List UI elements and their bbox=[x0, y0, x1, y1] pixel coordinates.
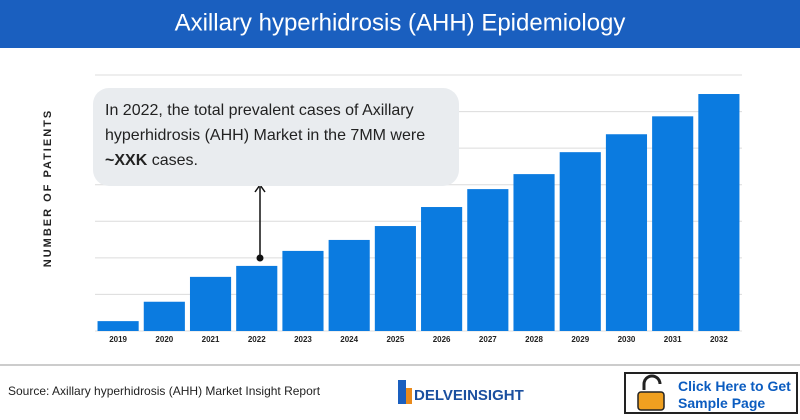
bar bbox=[189, 276, 232, 331]
x-tick-label: 2027 bbox=[479, 335, 497, 344]
x-tick-label: 2023 bbox=[294, 335, 312, 344]
x-tick-label: 2025 bbox=[386, 335, 404, 344]
logo-icon bbox=[406, 388, 412, 404]
x-tick-label: 2029 bbox=[571, 335, 589, 344]
x-tick-label: 2030 bbox=[618, 335, 636, 344]
lock-icon bbox=[637, 374, 665, 411]
logo: DELVEINSIGHT bbox=[414, 387, 524, 404]
bar bbox=[559, 152, 601, 331]
y-axis-label: NUMBER OF PATIENTS bbox=[42, 109, 54, 267]
title-bar bbox=[0, 0, 800, 48]
x-tick-label: 2028 bbox=[525, 335, 543, 344]
source: Source: Axillary hyperhidrosis (AHH) Mar… bbox=[8, 384, 321, 398]
bar bbox=[282, 250, 324, 331]
chart-title: Axillary hyperhidrosis (AHH) Epidemiolog… bbox=[175, 9, 626, 36]
bar bbox=[467, 189, 509, 331]
bar bbox=[328, 239, 370, 331]
bar bbox=[374, 226, 416, 331]
logo-icon bbox=[398, 380, 406, 404]
bar bbox=[698, 94, 740, 331]
x-tick-label: 2024 bbox=[340, 335, 358, 344]
x-tick-label: 2026 bbox=[433, 335, 451, 344]
annotation-text: cases. bbox=[151, 152, 198, 169]
x-tick-label: 2031 bbox=[664, 335, 682, 344]
bar bbox=[513, 174, 555, 331]
bar bbox=[97, 321, 139, 331]
x-tick-label: 2019 bbox=[109, 335, 127, 344]
bar bbox=[605, 134, 648, 331]
annotation: In 2022, the total prevalent cases of Ax… bbox=[93, 88, 459, 186]
sample-button[interactable]: Click Here to Get Sample Page bbox=[624, 372, 798, 414]
button-text[interactable]: Click Here to Get Sample Page bbox=[678, 378, 791, 411]
bar bbox=[236, 265, 278, 331]
x-tick-label: 2021 bbox=[202, 335, 220, 344]
arrow-dot bbox=[256, 254, 264, 262]
bar bbox=[421, 207, 463, 331]
annotation-text: In 2022, the total prevalent cases of Ax… bbox=[105, 102, 426, 144]
annotation-bold: ~XXK bbox=[105, 152, 148, 169]
x-tick-label: 2020 bbox=[155, 335, 173, 344]
bar bbox=[143, 301, 185, 331]
x-tick-label: 2022 bbox=[248, 335, 266, 344]
x-tick-label: 2032 bbox=[710, 335, 728, 344]
bar bbox=[652, 116, 694, 331]
